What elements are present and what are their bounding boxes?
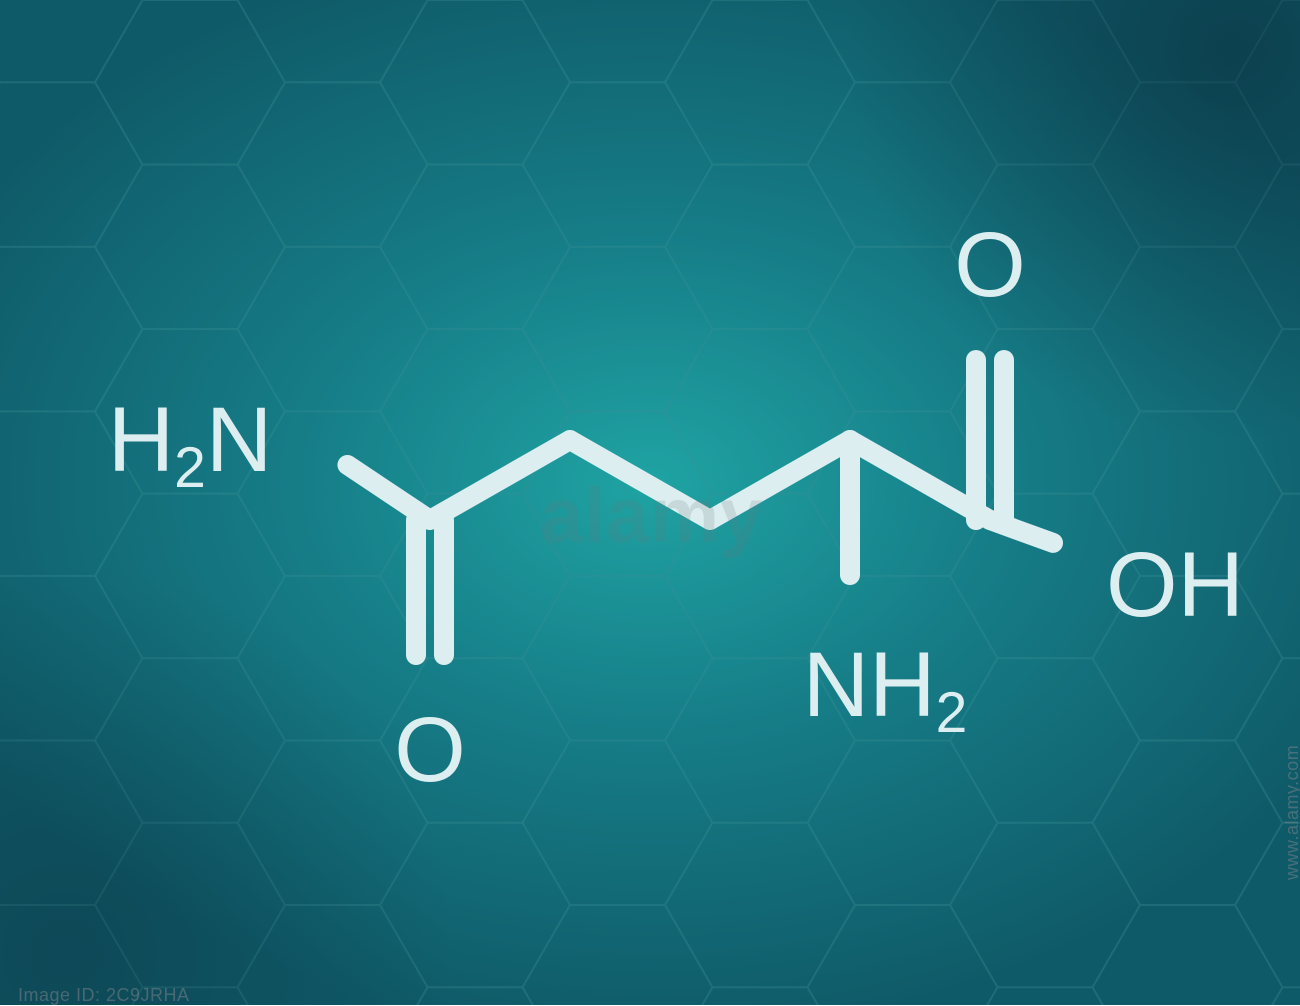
watermark-id-bottom: Image ID: 2C9JRHA [18, 985, 190, 1006]
nh2-label: NH2 [803, 639, 968, 731]
h2n-label: H2N [108, 394, 273, 486]
oh-label: OH [1106, 539, 1244, 631]
o-carboxyl-label: O [954, 219, 1026, 311]
watermark-main: alamy [540, 470, 764, 561]
watermark-id-side: www.alamy.com [1282, 745, 1300, 880]
o-amide-label: O [394, 704, 466, 796]
